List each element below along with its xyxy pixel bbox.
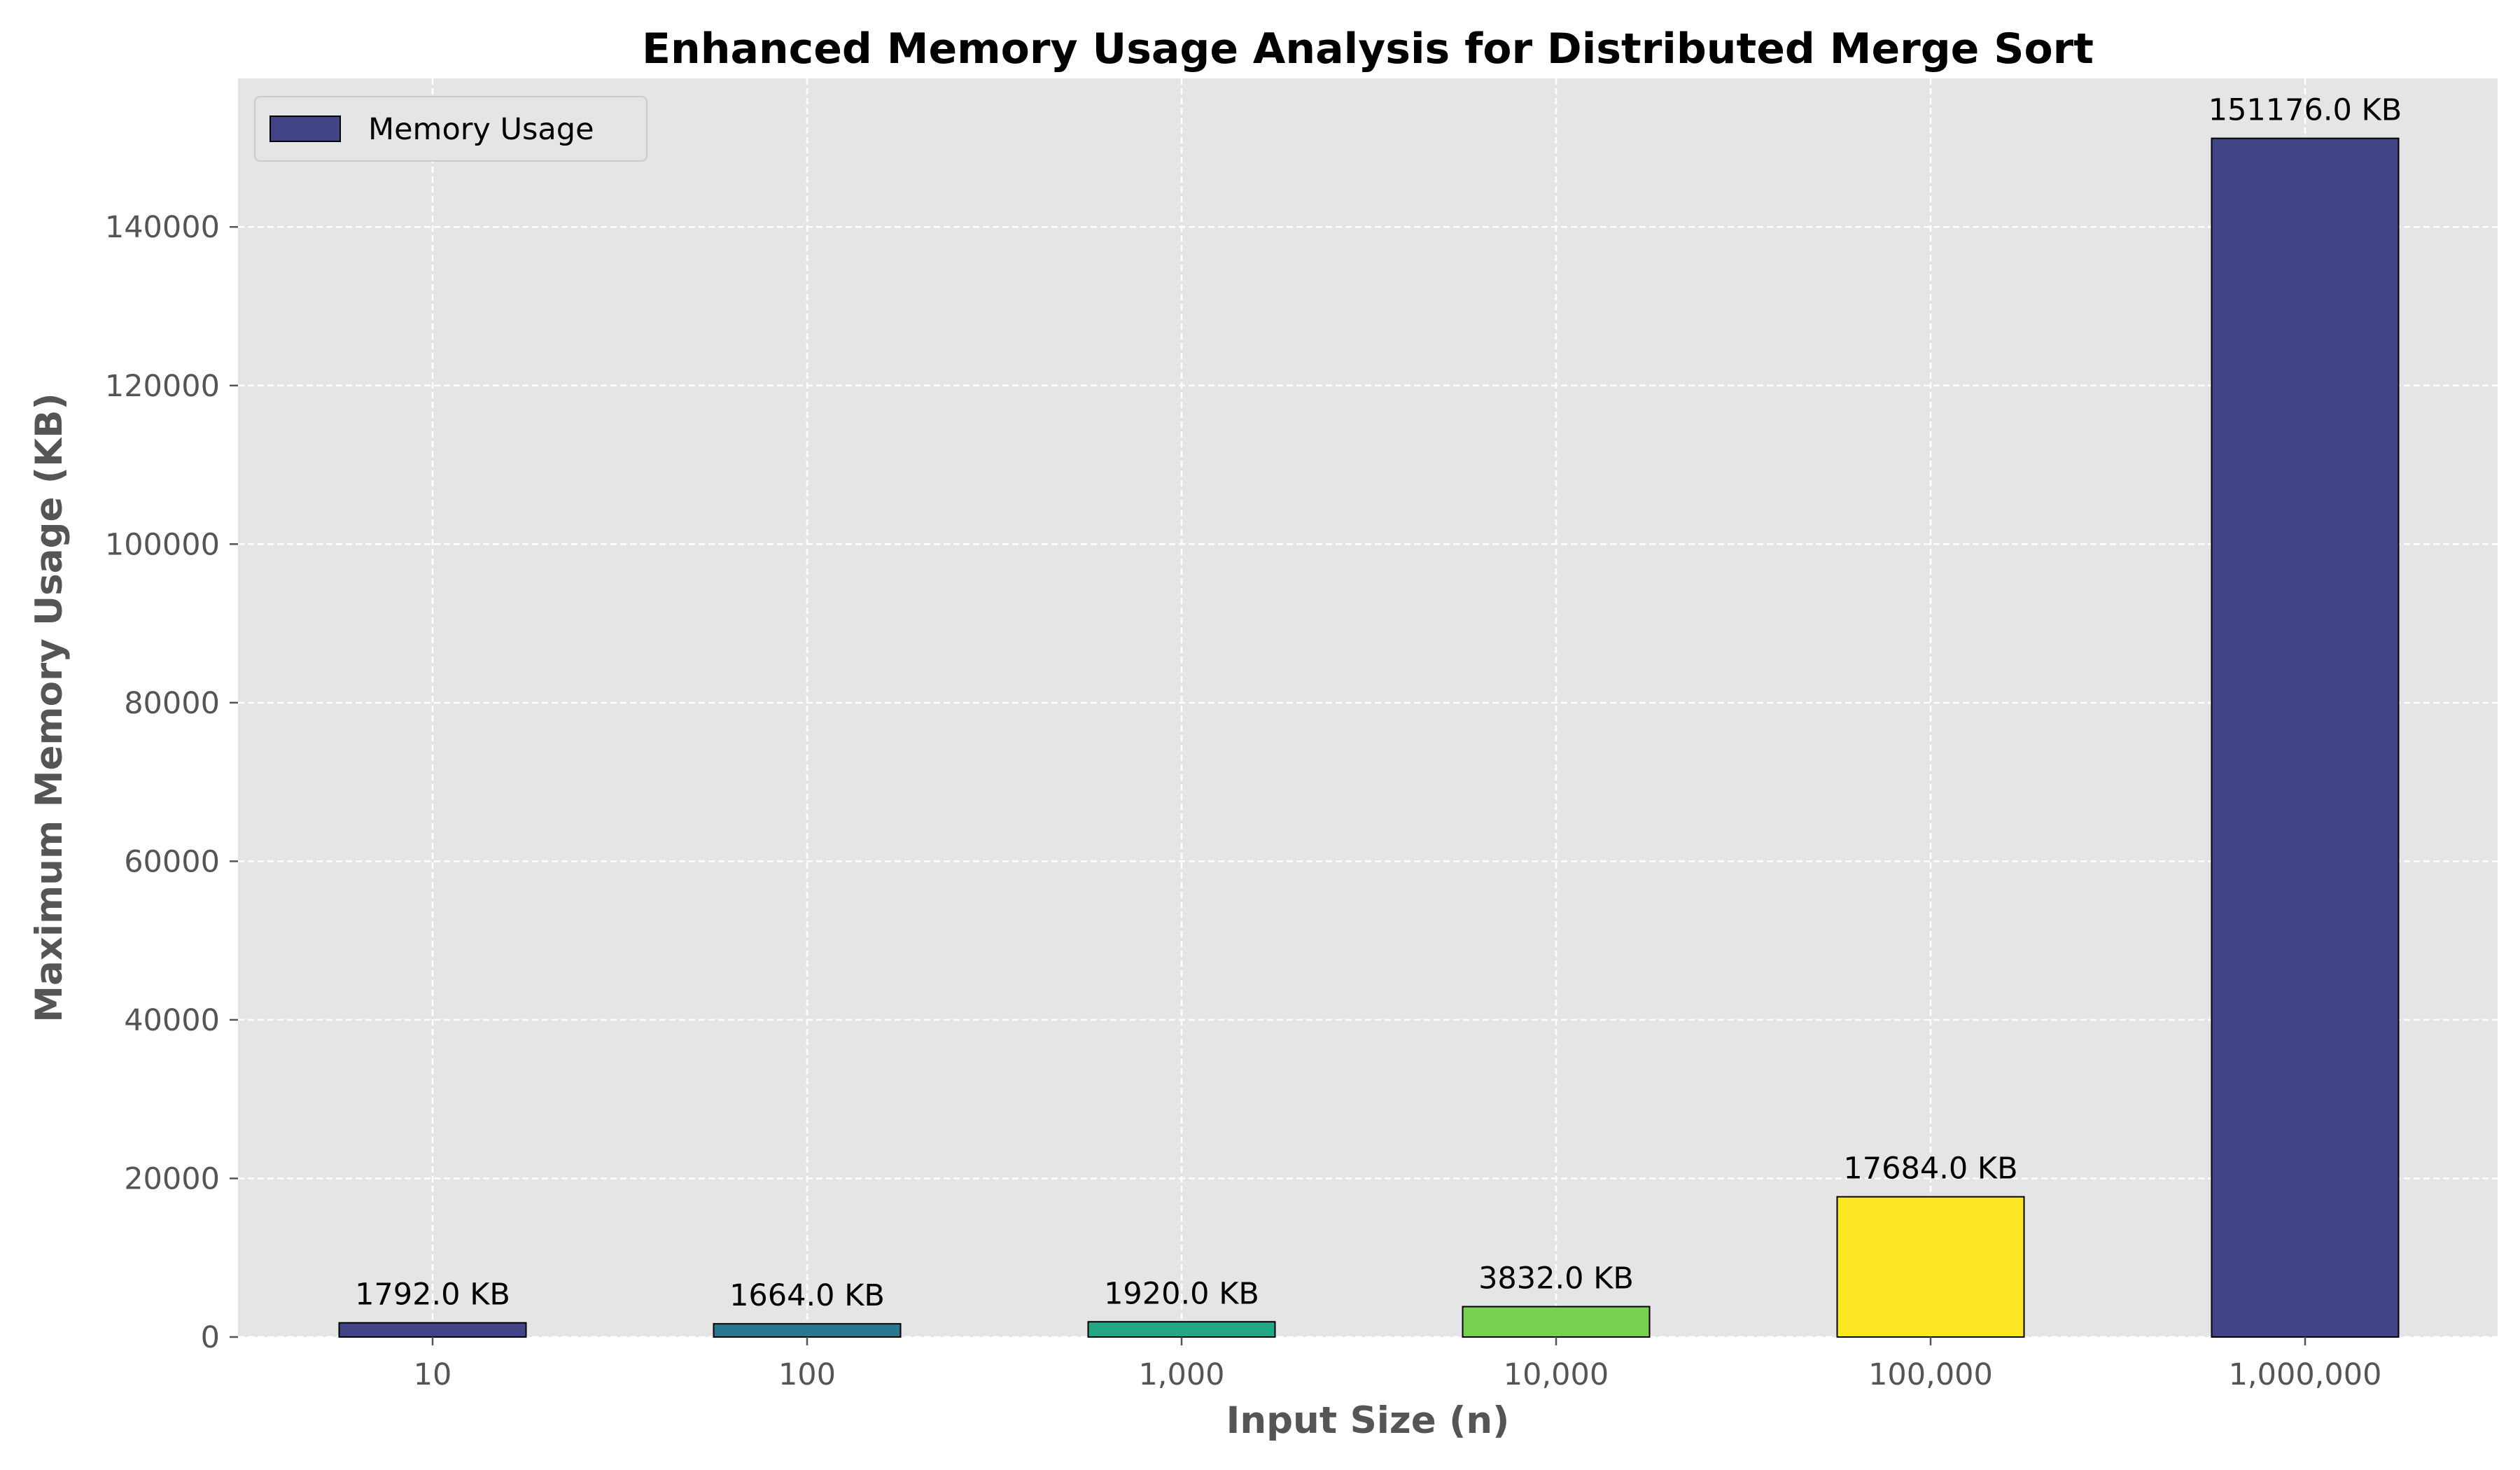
bar: [2211, 137, 2400, 1338]
legend-box: [254, 96, 648, 162]
bar-value-label: 3832.0 KB: [1478, 1261, 1634, 1296]
data-labels: 1792.0 KB 1664.0 KB 1920.0 KB 3832.0 KB 1768…: [355, 93, 2402, 1314]
bar: [713, 1323, 902, 1338]
y-axis-label: Maximum Memory Usage (KB): [28, 393, 71, 1023]
chart-title: Enhanced Memory Usage Analysis for Distr…: [642, 24, 2094, 74]
bar-value-label: 151176.0 KB: [2208, 93, 2402, 128]
y-axis-ticks: 0 20000 40000 60000 80000 100000 120000 140000: [105, 210, 238, 1355]
y-tick-label: 140000: [105, 210, 220, 245]
bar-value-label: 1792.0 KB: [355, 1278, 510, 1312]
x-tick-label: 1,000,000: [2229, 1357, 2382, 1392]
x-axis-ticks: 10 100 1,000 10,000 100,000 1,000,000: [414, 1337, 2382, 1392]
y-tick-label: 20000: [124, 1161, 220, 1196]
x-tick-label: 10: [414, 1357, 452, 1392]
bar: [1836, 1196, 2025, 1338]
x-tick-label: 100: [778, 1357, 836, 1392]
y-tick-label: 0: [201, 1320, 220, 1355]
legend-swatch: [270, 115, 341, 142]
y-tick-label: 120000: [105, 369, 220, 404]
bar: [338, 1322, 527, 1338]
bar-value-label: 17684.0 KB: [1843, 1152, 2017, 1186]
legend: Memory Usage: [254, 96, 648, 162]
x-tick-label: 100,000: [1868, 1357, 1993, 1392]
x-tick-label: 1,000: [1138, 1357, 1224, 1392]
y-tick-label: 100000: [105, 527, 220, 562]
y-tick-label: 60000: [124, 844, 220, 879]
legend-label: Memory Usage: [368, 112, 594, 147]
y-tick-label: 80000: [124, 686, 220, 721]
bar: [1462, 1306, 1651, 1338]
plot-area: [238, 78, 2498, 1337]
x-axis-label: Input Size (n): [1226, 1399, 1510, 1442]
bar-value-label: 1664.0 KB: [729, 1278, 885, 1313]
y-tick-label: 40000: [124, 1003, 220, 1038]
bar: [1087, 1321, 1276, 1338]
bar-value-label: 1920.0 KB: [1104, 1276, 1259, 1311]
x-tick-label: 10,000: [1504, 1357, 1609, 1392]
